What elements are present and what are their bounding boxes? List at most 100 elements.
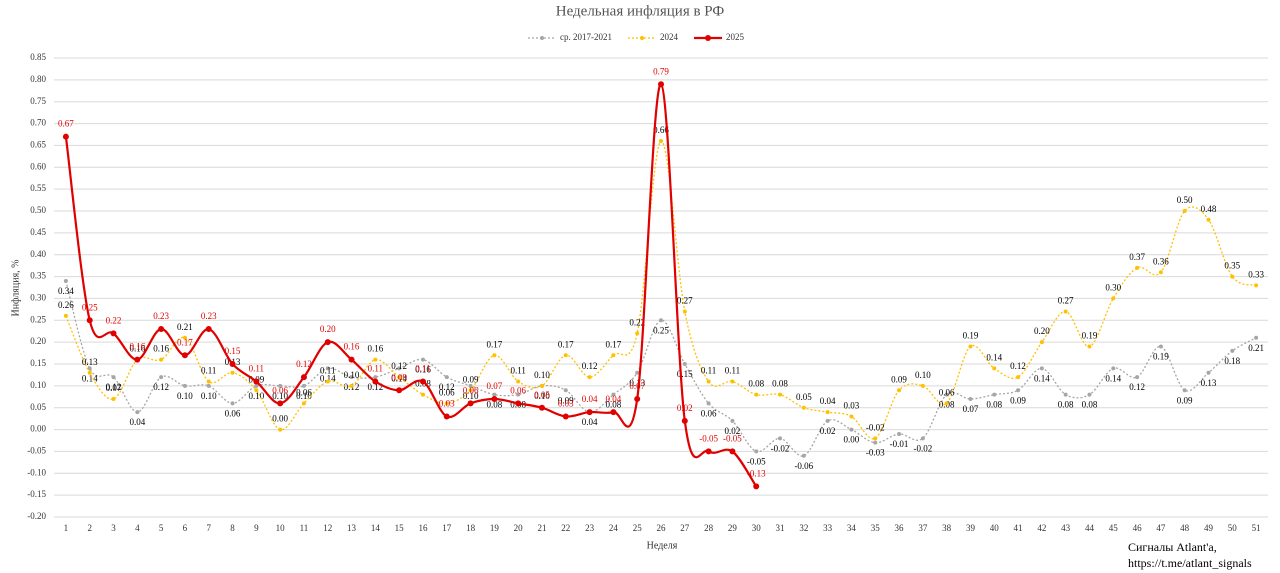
data-label: 0.23 — [153, 311, 169, 321]
x-tick-label: 47 — [1156, 523, 1166, 533]
data-label: -0.05 — [747, 456, 766, 466]
point — [516, 379, 521, 384]
y-tick-label: 0.60 — [30, 161, 46, 171]
point — [254, 383, 259, 388]
data-label: 0.06 — [463, 385, 479, 395]
data-label: 0.04 — [820, 396, 836, 406]
point — [1182, 209, 1187, 213]
x-tick-label: 38 — [942, 523, 952, 533]
point — [1039, 366, 1044, 371]
point — [443, 413, 450, 420]
point — [611, 353, 616, 358]
point — [278, 383, 283, 388]
x-tick-label: 45 — [1109, 523, 1119, 533]
point — [634, 395, 641, 402]
point — [86, 317, 93, 324]
point — [873, 440, 878, 445]
data-label: 0.10 — [272, 391, 288, 401]
x-tick-label: 18 — [466, 523, 476, 533]
data-label: 0.10 — [248, 391, 264, 401]
point — [419, 378, 426, 385]
y-tick-label: 0.05 — [30, 402, 46, 412]
point — [516, 392, 521, 397]
y-tick-label: 0.80 — [30, 74, 46, 84]
data-label: 0.18 — [1224, 356, 1240, 366]
data-label: 0.11 — [725, 366, 740, 376]
data-label: 0.79 — [653, 66, 669, 76]
point — [468, 383, 473, 388]
data-label: 0.04 — [129, 417, 145, 427]
y-tick-label: 0.20 — [30, 336, 46, 346]
data-label: 0.02 — [677, 403, 693, 413]
data-label: 0.08 — [606, 400, 622, 410]
point — [325, 379, 330, 384]
footer: https://t.me/atlant_signals — [1128, 556, 1252, 570]
data-label: 0.33 — [1248, 269, 1264, 279]
point — [1230, 348, 1235, 353]
data-label: 0.11 — [249, 364, 264, 374]
legend-label: ср. 2017-2021 — [560, 32, 612, 42]
point — [206, 379, 211, 384]
point — [730, 418, 735, 423]
x-tick-label: 23 — [585, 523, 595, 533]
point — [87, 366, 92, 371]
data-label: 0.06 — [939, 387, 955, 397]
y-tick-label: 0.30 — [30, 292, 46, 302]
point — [467, 400, 474, 407]
data-label: 0.08 — [1058, 400, 1074, 410]
data-label: 0.09 — [558, 395, 574, 405]
point — [1111, 296, 1116, 301]
data-label: 0.19 — [1153, 352, 1169, 362]
x-tick-label: 21 — [537, 523, 546, 533]
point — [325, 366, 330, 371]
point — [205, 326, 212, 333]
y-tick-label: 0.55 — [30, 183, 46, 193]
data-label: 0.30 — [1105, 282, 1121, 292]
point — [778, 392, 783, 397]
y-tick-label: 0.15 — [30, 358, 46, 368]
point — [301, 383, 306, 388]
y-axis-label: Инфляция, % — [10, 259, 21, 316]
data-label: 0.02 — [820, 426, 836, 436]
point — [1111, 366, 1116, 371]
y-tick-label: 0.40 — [30, 249, 46, 259]
point — [110, 330, 117, 337]
x-tick-label: 51 — [1252, 523, 1261, 533]
data-label: 0.10 — [534, 370, 550, 380]
point — [897, 388, 902, 393]
point — [63, 313, 68, 318]
data-label: 0.05 — [534, 390, 550, 400]
data-label: 0.07 — [486, 381, 502, 391]
x-tick-label: 5 — [159, 523, 164, 533]
data-label: 0.11 — [201, 366, 216, 376]
point — [397, 366, 402, 371]
data-label: 0.08 — [1082, 400, 1098, 410]
data-label: 0.09 — [391, 372, 407, 382]
point — [610, 409, 617, 416]
chart-title: Недельная инфляция в РФ — [556, 3, 725, 19]
data-label: 0.12 — [106, 382, 122, 392]
x-tick-label: 30 — [752, 523, 762, 533]
data-label: 0.10 — [463, 391, 479, 401]
x-tick-label: 7 — [206, 523, 211, 533]
point — [920, 383, 925, 388]
point — [324, 339, 331, 346]
point — [1135, 265, 1140, 270]
data-label: 0.11 — [701, 366, 716, 376]
y-tick-label: 0.75 — [30, 96, 46, 106]
data-label: 0.16 — [367, 344, 383, 354]
point — [1016, 388, 1021, 393]
point — [1135, 375, 1140, 380]
point — [159, 375, 164, 380]
point — [1206, 370, 1211, 375]
data-label: 0.15 — [677, 369, 693, 379]
data-label: -0.02 — [913, 443, 932, 453]
point — [944, 392, 949, 397]
data-label: 0.09 — [891, 374, 907, 384]
x-tick-label: 31 — [776, 523, 785, 533]
data-label: 0.11 — [510, 366, 525, 376]
point — [230, 401, 235, 406]
data-label: 0.19 — [1082, 331, 1098, 341]
x-tick-label: 29 — [728, 523, 738, 533]
x-tick-label: 40 — [990, 523, 1000, 533]
